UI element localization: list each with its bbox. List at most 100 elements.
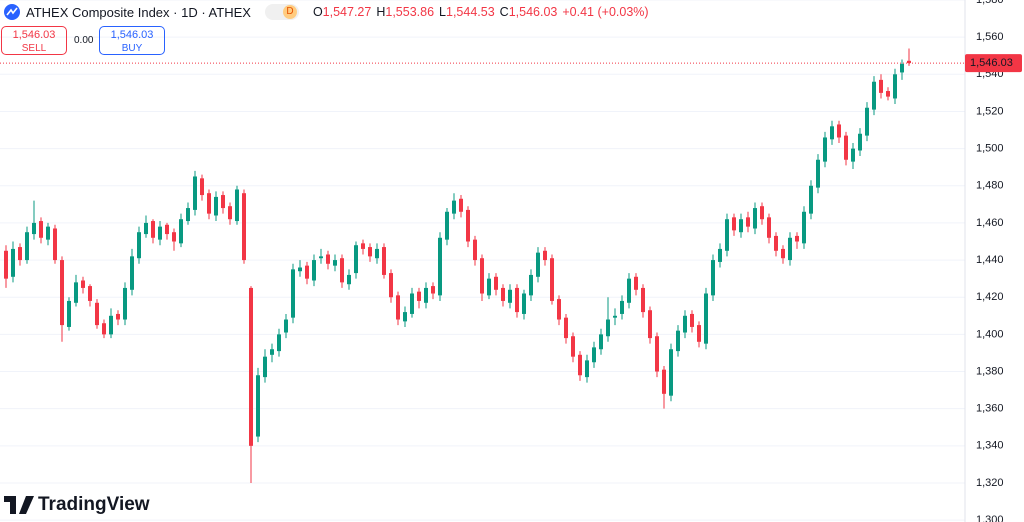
y-tick-label: 1,400 xyxy=(976,328,1004,340)
candle-body xyxy=(137,232,141,259)
candle-body xyxy=(557,299,561,320)
candle-body xyxy=(718,248,722,262)
ohlc-key: C xyxy=(499,5,509,19)
candle-body xyxy=(753,208,757,229)
candle-body xyxy=(4,250,8,279)
candle-body xyxy=(795,235,799,242)
candle-body xyxy=(221,195,225,209)
candle-body xyxy=(361,243,365,249)
buy-button[interactable]: 1,546.03 BUY xyxy=(99,26,165,55)
candle-body xyxy=(312,260,316,281)
candle-body xyxy=(879,79,883,93)
logo-text: TradingView xyxy=(38,494,150,515)
candle-body xyxy=(158,226,162,240)
candle-body xyxy=(788,237,792,261)
candle-body xyxy=(704,293,708,344)
candle-body xyxy=(732,217,736,231)
candle-body xyxy=(459,198,463,212)
candle-body xyxy=(592,347,596,363)
candle-body xyxy=(249,287,253,446)
candle-body xyxy=(396,295,400,320)
candle-body xyxy=(354,245,358,274)
candle-body xyxy=(186,208,190,222)
ohlc-key: L xyxy=(439,5,446,19)
y-tick-label: 1,360 xyxy=(976,403,1004,415)
candle-body xyxy=(130,256,134,290)
candle-body xyxy=(382,247,386,275)
buy-label: BUY xyxy=(121,43,143,54)
candle-body xyxy=(88,286,92,301)
candle-body xyxy=(809,185,813,214)
sell-label: SELL xyxy=(21,43,47,54)
candle-body xyxy=(634,276,638,290)
candle-body xyxy=(683,315,687,333)
candle-body xyxy=(242,193,246,261)
candle-body xyxy=(697,325,701,342)
candle-body xyxy=(235,189,239,222)
candle-body xyxy=(515,287,519,313)
candle-body xyxy=(858,133,862,151)
candle-body xyxy=(74,282,78,303)
candle-body xyxy=(438,237,442,296)
buy-price: 1,546.03 xyxy=(110,29,154,41)
market-status[interactable]: D xyxy=(264,4,299,20)
badge: D xyxy=(282,5,297,19)
candle-body xyxy=(32,222,36,235)
candle-body xyxy=(676,330,680,352)
sell-button[interactable]: 1,546.03 SELL xyxy=(1,26,67,55)
candle-body xyxy=(11,248,15,277)
candle-body xyxy=(193,176,197,210)
candle-body xyxy=(25,232,29,261)
candle-body xyxy=(18,247,22,261)
candle-body xyxy=(270,349,274,355)
candle-body xyxy=(473,239,477,261)
candle-body xyxy=(277,334,281,352)
candle-body xyxy=(802,211,806,244)
y-tick-label: 1,520 xyxy=(976,105,1004,117)
ohlc-key: H xyxy=(376,5,386,19)
candle-body xyxy=(151,221,155,238)
candle-body xyxy=(165,224,169,235)
candle-body xyxy=(900,63,904,73)
candle-body xyxy=(662,369,666,394)
symbol-title[interactable]: ATHEX Composite Index · 1D · ATHEX xyxy=(26,4,251,20)
candle-body xyxy=(760,206,764,220)
candle-body xyxy=(67,300,71,327)
candle-body xyxy=(256,375,260,437)
ohlc-legend: O1,547.27 H1,553.86 L1,544.53 C1,546.03 +0.4… xyxy=(313,5,649,19)
header: ATHEX Composite Index · 1D · ATHEX D O1,… xyxy=(0,0,649,24)
sell-price: 1,546.03 xyxy=(12,29,56,41)
candle-body xyxy=(739,219,743,233)
candle-body xyxy=(214,196,218,216)
candle-body xyxy=(844,135,848,160)
candle-body xyxy=(494,276,498,290)
candle-body xyxy=(613,315,617,318)
candle-body xyxy=(893,74,897,99)
candle-body xyxy=(781,248,785,259)
candle-body xyxy=(529,274,533,296)
logo: TradingView xyxy=(4,494,150,516)
candle-body xyxy=(95,302,99,326)
candle-body xyxy=(767,217,771,238)
candle-body xyxy=(109,315,113,335)
candle-body xyxy=(39,221,43,238)
candle-body xyxy=(606,319,610,337)
y-tick-label: 1,480 xyxy=(976,180,1004,192)
candle-body xyxy=(725,219,729,251)
candle-body xyxy=(53,228,57,261)
candle-body xyxy=(445,211,449,240)
candle-body xyxy=(207,193,211,214)
candle-body xyxy=(550,258,554,301)
candle-body xyxy=(46,226,50,240)
candle-body xyxy=(116,313,120,320)
y-tick-label: 1,380 xyxy=(976,365,1004,377)
spread: 0.00 xyxy=(74,35,94,46)
candle-body xyxy=(263,356,267,378)
candle-body xyxy=(375,248,379,259)
candle-body xyxy=(627,278,631,303)
candle-body xyxy=(172,232,176,242)
candle-body xyxy=(410,293,414,314)
candle-body xyxy=(424,287,428,303)
